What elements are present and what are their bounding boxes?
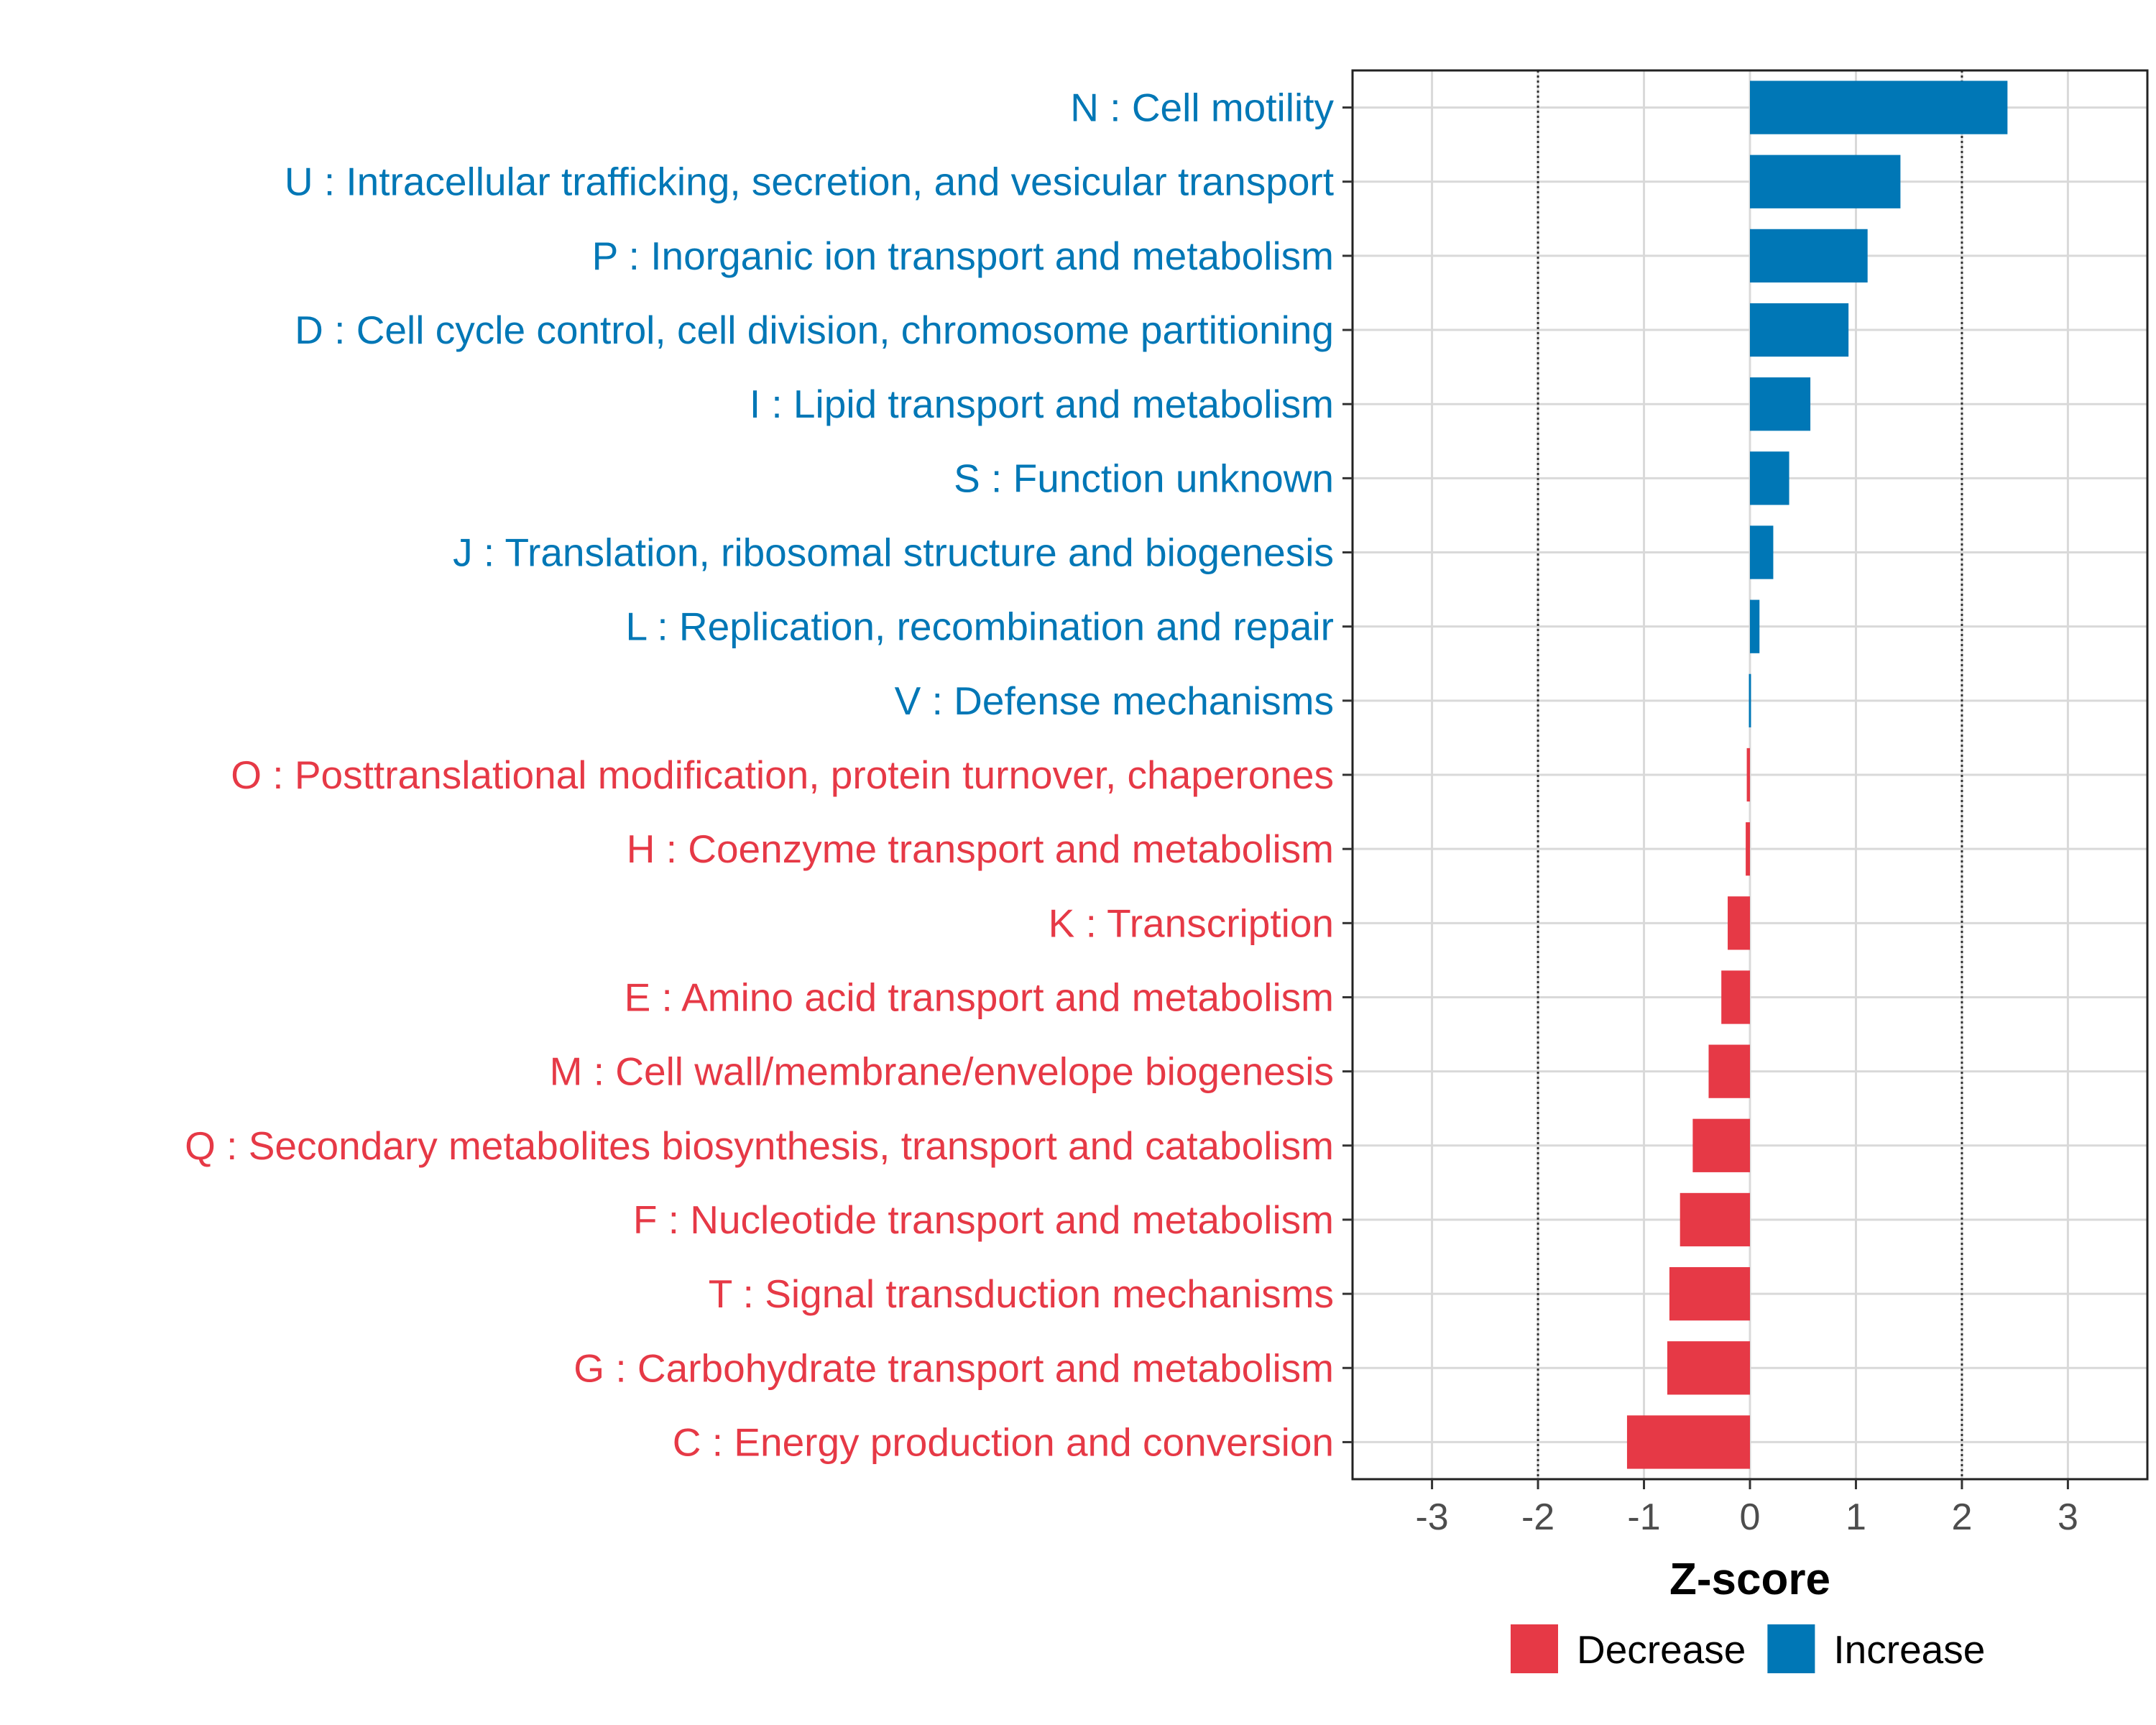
bar — [1669, 1266, 1750, 1321]
category-label: M : Cell wall/membrane/envelope biogenes… — [550, 1049, 1334, 1094]
bar — [1680, 1192, 1750, 1247]
category-label: J : Translation, ribosomal structure and… — [453, 530, 1334, 575]
bar — [1708, 1044, 1750, 1098]
category-label: T : Signal transduction mechanisms — [709, 1271, 1334, 1316]
category-label: E : Amino acid transport and metabolism — [625, 975, 1334, 1019]
bar — [1749, 673, 1751, 727]
x-tick-label: -1 — [1627, 1496, 1660, 1538]
category-label: H : Coenzyme transport and metabolism — [627, 827, 1334, 871]
bar — [1728, 896, 1750, 950]
category-label: Q : Secondary metabolites biosynthesis, … — [185, 1123, 1334, 1168]
bar — [1746, 822, 1750, 876]
category-label: I : Lipid transport and metabolism — [750, 382, 1334, 426]
category-label: V : Defense mechanisms — [895, 678, 1334, 723]
category-label: K : Transcription — [1049, 901, 1334, 945]
bar — [1721, 970, 1750, 1024]
category-label: F : Nucleotide transport and metabolism — [633, 1197, 1334, 1242]
category-label: C : Energy production and conversion — [673, 1420, 1334, 1464]
legend-swatch — [1511, 1624, 1558, 1673]
bar — [1750, 377, 1811, 431]
category-label: P : Inorganic ion transport and metaboli… — [592, 234, 1334, 278]
x-tick-label: 3 — [2058, 1496, 2078, 1538]
category-label: O : Posttranslational modification, prot… — [231, 753, 1334, 797]
x-tick-label: -3 — [1415, 1496, 1448, 1538]
bar — [1750, 229, 1868, 283]
legend-label: Increase — [1833, 1627, 1985, 1672]
x-axis-ticks: -3 -2 -1 0 1 2 3 — [1415, 1479, 2078, 1538]
bar — [1750, 155, 1901, 208]
x-tick-label: 1 — [1846, 1496, 1866, 1538]
x-tick-label: 0 — [1740, 1496, 1761, 1538]
bar — [1750, 303, 1849, 357]
y-axis-ticks — [1342, 106, 1353, 1443]
bar — [1750, 525, 1774, 579]
x-axis-title: Z-score — [1669, 1555, 1830, 1604]
legend: Decrease Increase — [1511, 1624, 1985, 1673]
category-label: D : Cell cycle control, cell division, c… — [295, 308, 1334, 352]
legend-swatch — [1767, 1624, 1815, 1673]
y-axis-category-labels: N : Cell motility U : Intracellular traff… — [185, 86, 1334, 1465]
bar — [1746, 748, 1750, 802]
legend-label: Decrease — [1577, 1627, 1746, 1672]
bar — [1692, 1118, 1750, 1172]
reference-lines — [1537, 70, 1963, 1479]
bar — [1750, 451, 1789, 505]
bars — [1626, 80, 2008, 1469]
category-label: U : Intracellular trafficking, secretion… — [285, 160, 1334, 204]
category-label: S : Function unknown — [954, 456, 1334, 500]
bar — [1750, 599, 1760, 653]
category-label: L : Replication, recombination and repai… — [626, 604, 1334, 649]
x-tick-label: 2 — [1951, 1496, 1972, 1538]
category-label: N : Cell motility — [1070, 86, 1334, 130]
bar — [1667, 1341, 1750, 1395]
bar — [1750, 80, 2008, 134]
category-label: G : Carbohydrate transport and metabolis… — [573, 1346, 1334, 1390]
x-tick-label: -2 — [1521, 1496, 1554, 1538]
bar — [1626, 1415, 1750, 1469]
